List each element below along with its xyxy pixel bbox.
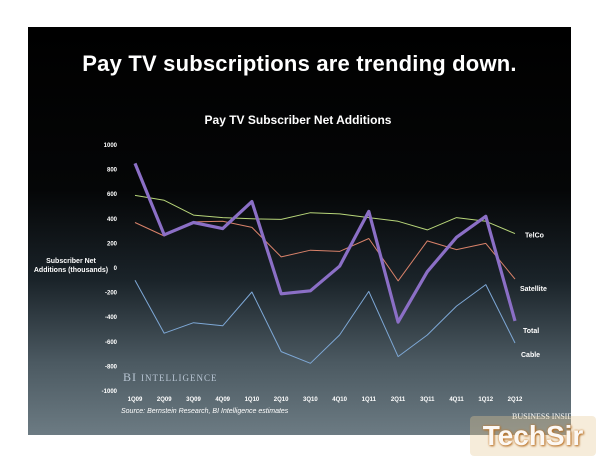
y-tick-label: -1000 <box>102 389 118 395</box>
y-tick-label: -200 <box>105 291 118 297</box>
series-labels: TelCo Satellite Cable Total <box>520 233 547 359</box>
y-axis-label: Subscriber Net Additions (thousands) <box>33 258 109 274</box>
series-label-satellite: Satellite <box>520 286 547 293</box>
series-label-cable: Cable <box>521 352 540 359</box>
series-line-telco <box>134 194 516 235</box>
x-tick-label: 4Q10 <box>332 397 347 403</box>
x-tick-label: 2Q10 <box>274 397 289 403</box>
series-line-satellite <box>134 220 516 282</box>
y-tick-label: 800 <box>107 168 118 174</box>
y-tick-label: -600 <box>105 340 118 346</box>
series-line-cable <box>134 280 516 364</box>
x-tick-label: 1Q09 <box>128 397 143 403</box>
y-tick-label: 600 <box>107 192 118 198</box>
y-tick-label: 400 <box>107 217 118 223</box>
x-tick-labels: 1Q09 2Q09 3Q09 4Q09 1Q10 2Q10 3Q10 4Q10 1Q11 2Q11… <box>128 397 523 403</box>
x-tick-label: 1Q10 <box>245 397 260 403</box>
techsir-watermark: TechSir <box>470 416 596 456</box>
x-tick-label: 4Q09 <box>215 397 230 403</box>
brand-word: Intelligence <box>141 373 218 383</box>
slide: Pay TV subscriptions are trending down. … <box>28 27 571 435</box>
y-tick-labels: 1000 800 600 400 200 0 -200 -400 -600 -800 -1000 <box>102 143 118 395</box>
business-insider-logo: BUSINESS INSIDER <box>512 412 584 421</box>
x-tick-label: 2Q11 <box>391 397 406 403</box>
x-tick-label: 1Q12 <box>478 397 493 403</box>
bi-intelligence-brand: BI Intelligence <box>123 370 217 385</box>
series-label-telco: TelCo <box>525 233 544 240</box>
y-tick-label: -800 <box>105 364 118 370</box>
series-line-total <box>133 162 517 324</box>
y-tick-label: 200 <box>107 241 118 247</box>
x-tick-label: 3Q09 <box>186 397 201 403</box>
x-tick-label: 4Q11 <box>449 397 464 403</box>
chart-title: Pay TV Subscriber Net Additions <box>204 113 392 127</box>
x-tick-label: 2Q12 <box>508 397 523 403</box>
x-tick-label: 2Q09 <box>157 397 172 403</box>
source-note: Source: Bernstein Research, BI Intellige… <box>121 408 289 415</box>
chart-plot: 1000 800 600 400 200 0 -200 -400 -600 -800 -1000 1… <box>102 143 547 403</box>
brand-main: BI <box>123 370 137 384</box>
y-tick-label: -400 <box>105 315 118 321</box>
y-tick-label: 0 <box>114 266 118 272</box>
series-lines <box>133 162 517 364</box>
y-tick-label: 1000 <box>104 143 118 149</box>
x-tick-label: 3Q10 <box>303 397 318 403</box>
headline: Pay TV subscriptions are trending down. <box>82 51 517 76</box>
x-tick-label: 1Q11 <box>362 397 377 403</box>
series-label-total: Total <box>523 328 539 335</box>
x-tick-label: 3Q11 <box>420 397 435 403</box>
